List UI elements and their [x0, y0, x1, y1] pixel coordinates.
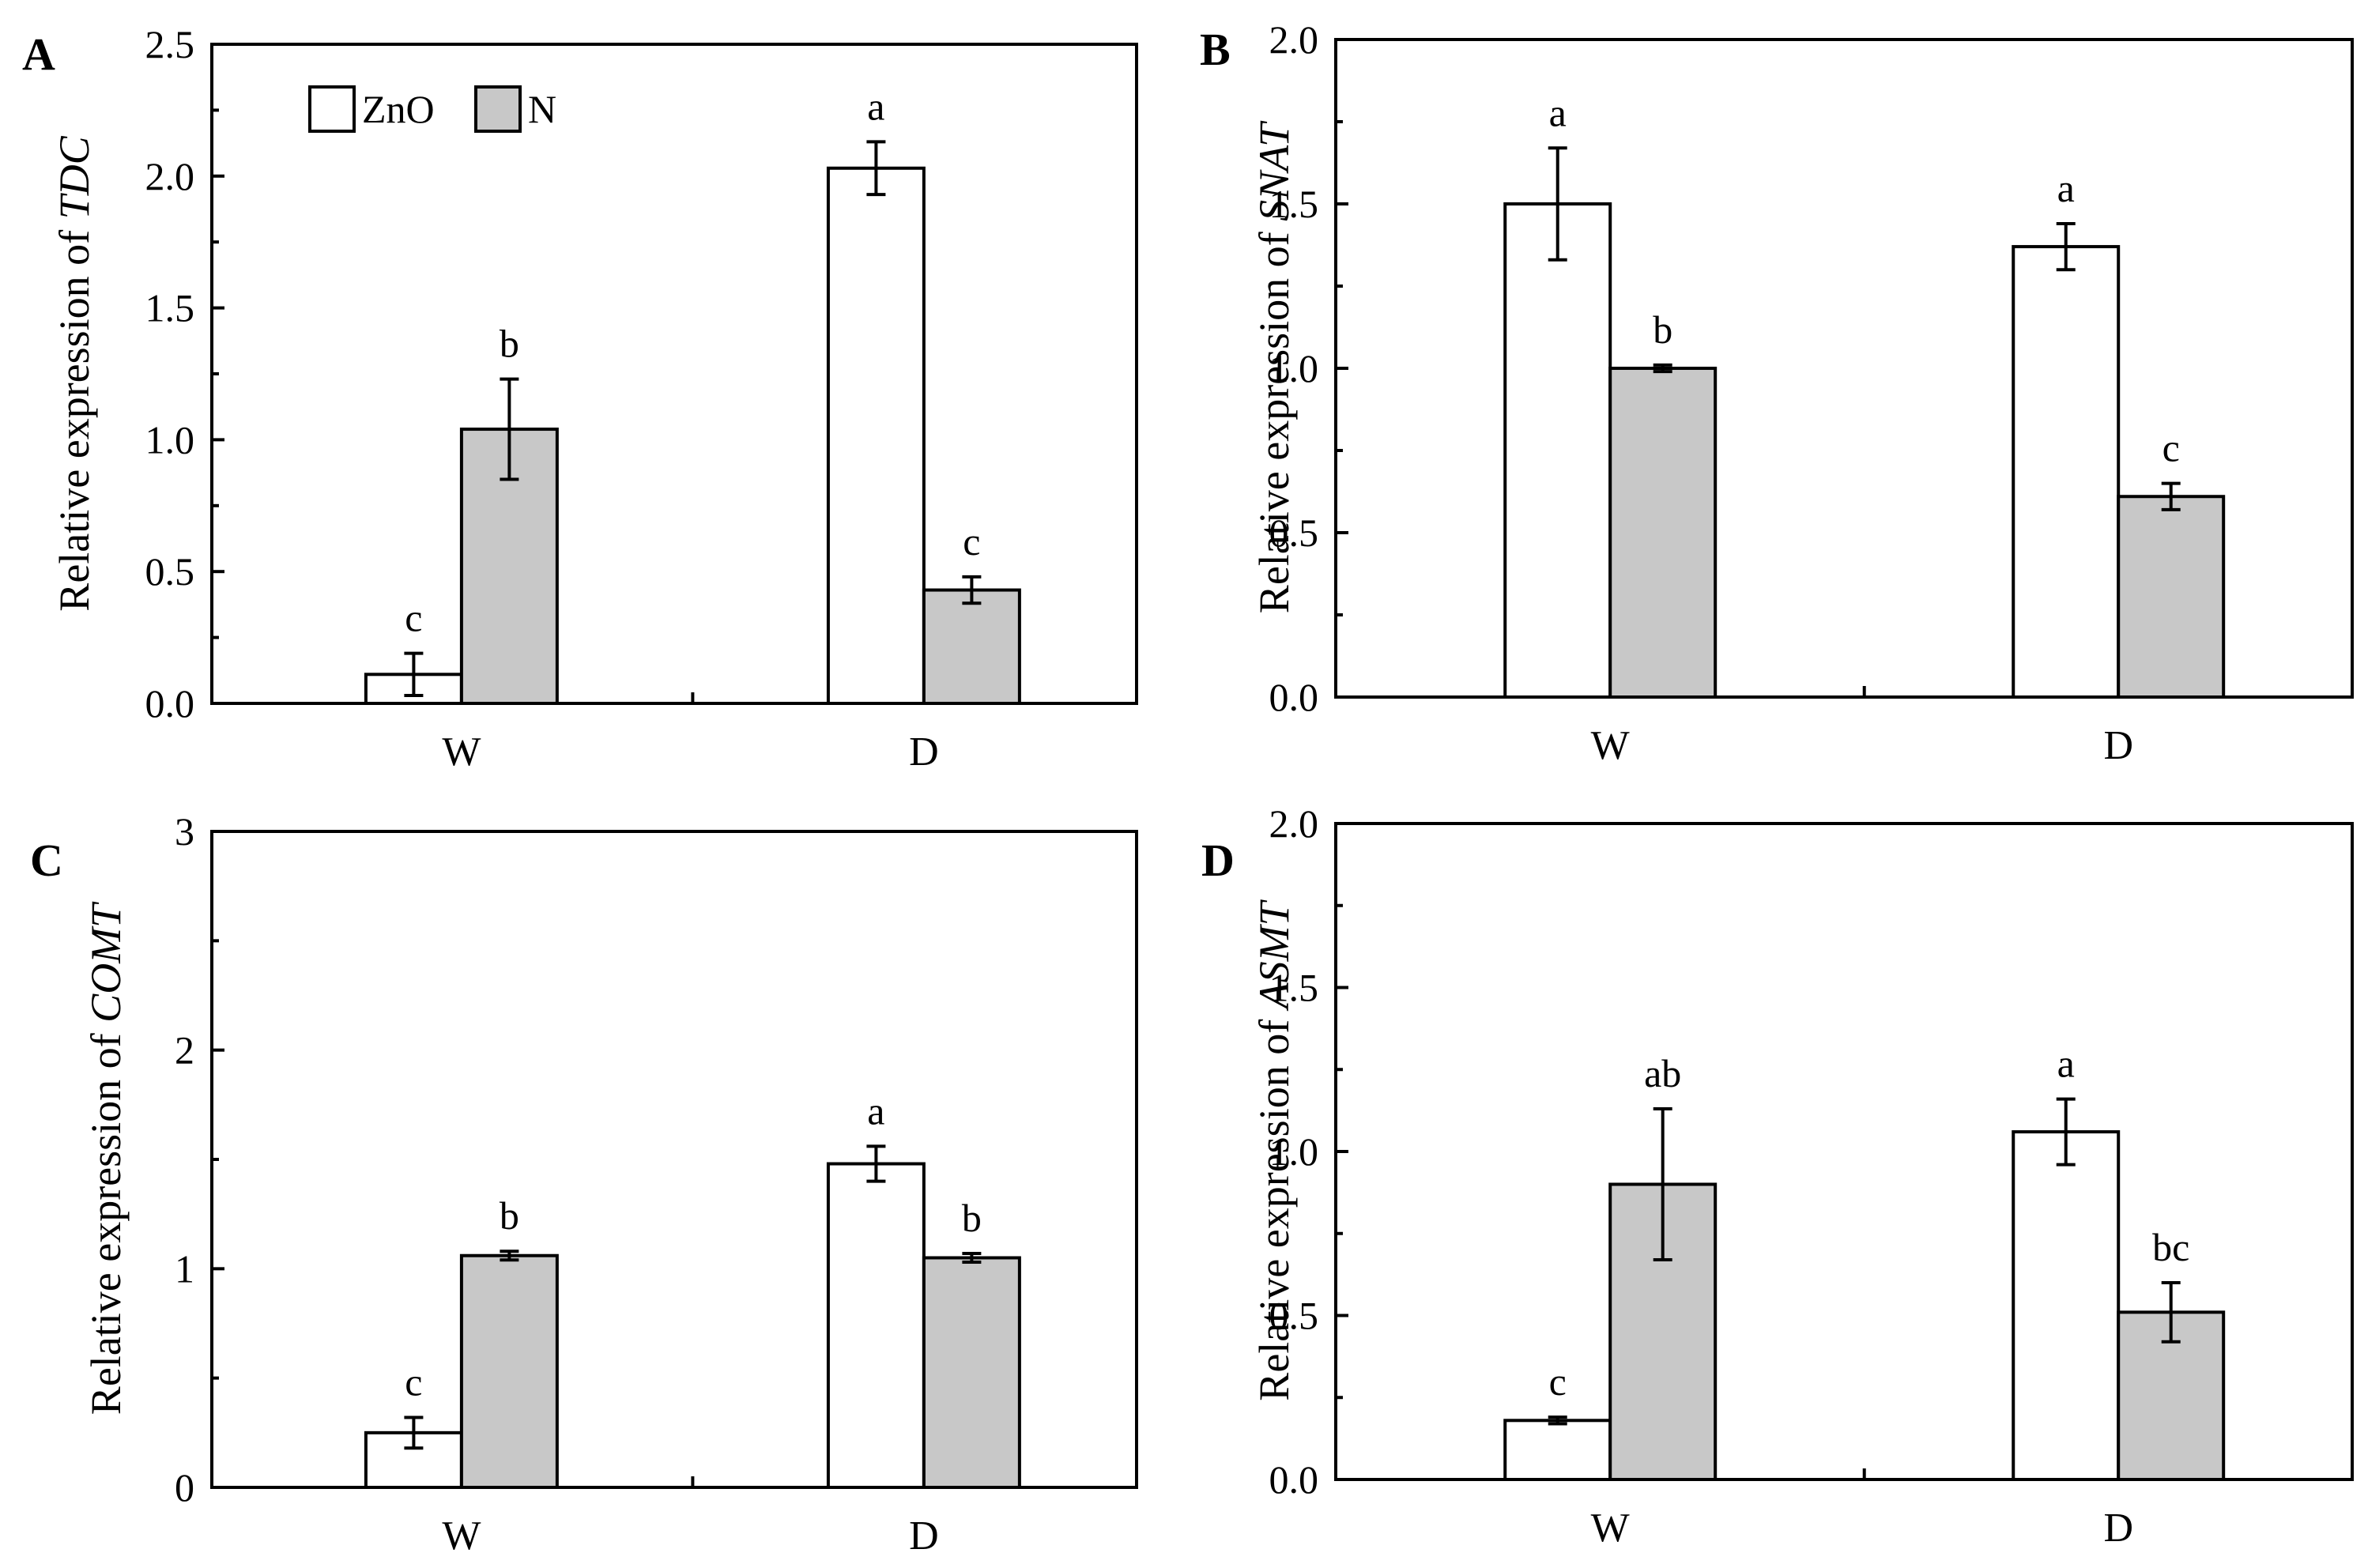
y-axis-label: Relative expression of SNAT [1250, 120, 1298, 613]
significance-letter: a [2057, 166, 2075, 210]
panel-label: A [22, 28, 55, 80]
x-tick-label: W [1591, 723, 1630, 768]
bar-n-d [2117, 495, 2226, 699]
x-tick-label: D [2103, 1506, 2133, 1551]
significance-letter: b [500, 1193, 519, 1238]
y-tick-label: 1.5 [1269, 966, 1319, 1010]
significance-letter: a [1549, 90, 1567, 134]
legend-swatch-zno [308, 85, 356, 133]
y-tick-label: 1 [175, 1246, 194, 1291]
y-axis-label: Relative expression of TDC [51, 135, 98, 611]
y-tick-label: 1.5 [1269, 182, 1319, 226]
panel-label: C [30, 835, 63, 886]
y-tick-label: 0 [175, 1465, 194, 1510]
panel-label: D [1201, 835, 1235, 886]
bar-zno-d [826, 1162, 926, 1489]
y-tick-label: 1.5 [145, 286, 195, 330]
bar-n-d [922, 1256, 1021, 1489]
y-axis-label-gene: COMT [82, 901, 130, 1023]
x-tick-label: D [909, 729, 939, 775]
x-tick-label: D [2103, 723, 2133, 768]
significance-letter: c [1549, 1359, 1567, 1404]
legend-swatch-n [474, 85, 522, 133]
y-axis-label-gene: TDC [51, 135, 98, 219]
y-tick-label: 2.5 [145, 22, 195, 66]
y-axis-label-prefix: Relative expression of [51, 219, 98, 611]
y-axis-label-prefix: Relative expression of [82, 1023, 130, 1415]
y-tick-label: 1.0 [1269, 346, 1319, 390]
y-axis-label: Relative expression of COMT [82, 901, 130, 1415]
y-axis-label-prefix: Relative expression of [1250, 1008, 1298, 1400]
y-tick-label: 1.0 [1269, 1129, 1319, 1174]
panel-a: c b Wa c D 0.0 0.5 1.0 1.5 2.0 2.5 A Relative expres… [22, 22, 1138, 775]
y-axis-label-gene: ASMT [1250, 899, 1298, 1011]
y-axis-label-prefix: Relative expression of [1250, 221, 1298, 613]
significance-letter: ab [1644, 1051, 1681, 1095]
significance-letter: a [2057, 1042, 2075, 1086]
legend: ZnO N [308, 85, 556, 133]
y-tick-label: 2.0 [1269, 17, 1319, 62]
x-tick-label: W [442, 729, 481, 775]
x-tick-label: W [442, 1513, 481, 1559]
panel-d: c ab Wa bc D 0.0 0.5 1.0 1.5 2.0 D Relative express… [1201, 801, 2354, 1551]
legend-label-n: N [528, 87, 556, 131]
bar-zno-d [2012, 245, 2121, 699]
significance-letter: c [963, 519, 980, 564]
significance-letter: b [1653, 307, 1672, 352]
y-tick-label: 1.0 [145, 417, 195, 462]
bar-n-w [459, 1253, 559, 1489]
legend-label-zno: ZnO [362, 87, 435, 131]
significance-letter: c [405, 1359, 422, 1404]
bar-zno-d [826, 166, 926, 706]
y-tick-label: 2 [175, 1028, 194, 1072]
bar-n-d [922, 588, 1021, 705]
y-axis-label-gene: SNAT [1250, 120, 1298, 221]
significance-letter: a [867, 84, 884, 128]
y-tick-label: 0.0 [1269, 675, 1319, 719]
significance-letter: bc [2152, 1225, 2189, 1269]
significance-letter: c [405, 596, 422, 640]
y-tick-label: 0.5 [145, 549, 195, 594]
bar-zno-w [1503, 1419, 1612, 1482]
x-tick-label: D [909, 1513, 939, 1559]
panel-label: B [1200, 24, 1231, 75]
y-tick-label: 0.5 [1269, 1294, 1319, 1338]
bar-zno-d [2012, 1130, 2121, 1481]
significance-letter: a [867, 1088, 884, 1133]
y-tick-label: 0.0 [1269, 1457, 1319, 1502]
panel-c: c b Wa b D 0 1 2 3 C Relative expression of COMT [30, 809, 1138, 1559]
panel-b: a b Wa c D 0.0 0.5 1.0 1.5 2.0 B Relative expressio… [1200, 17, 2354, 768]
significance-letter: c [2162, 426, 2180, 470]
y-tick-label: 3 [175, 809, 194, 854]
x-tick-label: W [1591, 1506, 1630, 1551]
y-tick-label: 2.0 [1269, 801, 1319, 846]
y-tick-label: 2.0 [145, 154, 195, 198]
y-tick-label: 0.0 [145, 681, 195, 726]
significance-letter: b [500, 322, 519, 366]
y-tick-label: 0.5 [1269, 511, 1319, 555]
y-axis-label: Relative expression of ASMT [1250, 899, 1298, 1400]
bar-n-w [1608, 367, 1718, 699]
bar-zno-w [1503, 202, 1612, 699]
significance-letter: b [962, 1196, 982, 1240]
